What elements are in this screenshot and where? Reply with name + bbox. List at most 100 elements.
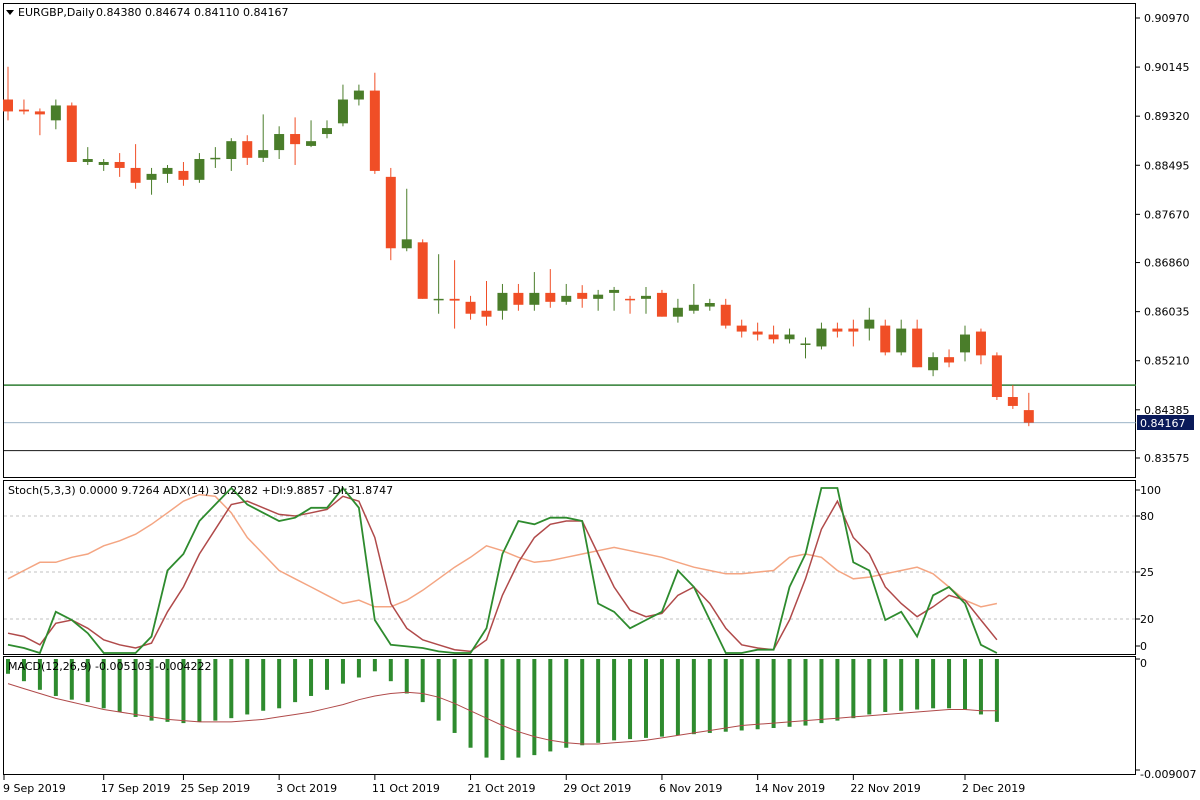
bull-candle-body [864, 319, 875, 329]
price-tick-label: 0.86035 [1144, 306, 1190, 319]
support-levels [4, 384, 1136, 452]
macd-histogram-bar [372, 659, 377, 672]
candlestick-series [3, 66, 1034, 427]
macd-histogram-bar [388, 659, 393, 682]
symbol-dropdown-icon[interactable] [6, 10, 14, 15]
macd-histogram-bar [293, 659, 298, 703]
macd-histogram-bar [500, 659, 505, 761]
bear-candle-body [417, 242, 428, 299]
macd-histogram-bar [197, 659, 202, 722]
macd-histogram-bar [978, 659, 983, 715]
macd-histogram-bar [452, 659, 457, 733]
bear-candle-body [290, 134, 301, 145]
macd-histogram-bar [963, 659, 967, 710]
stoch-lines [7, 486, 998, 655]
macd-histogram-bar [436, 659, 441, 721]
stoch-adx-header: Stoch(5,3,3) 0.0000 9.7264 ADX(14) 30.22… [8, 484, 393, 497]
macd-histogram-bar [261, 659, 266, 711]
bull-candle-body [274, 134, 285, 151]
macd-histogram-bar [739, 659, 744, 731]
stoch-tick-label: 0 [1140, 640, 1147, 653]
current-price-label: 0.84167 [1140, 417, 1186, 430]
macd-histogram-bar [548, 659, 553, 752]
date-tick-label: 2 Dec 2019 [962, 782, 1025, 795]
bear-candle-body [1023, 410, 1034, 423]
macd-histogram-bar [628, 659, 633, 740]
macd-histogram-bar [117, 659, 122, 712]
macd-axis: 0 -0.009007 [1136, 657, 1196, 781]
stoch-main-line [7, 486, 998, 655]
macd-histogram-bar [468, 659, 473, 748]
bear-candle-body [385, 176, 396, 249]
bear-candle-body [625, 298, 636, 301]
bear-candle-body [832, 328, 843, 332]
macd-histogram-bar [165, 659, 170, 722]
price-axis: 0.90970 0.90145 0.89320 0.88495 0.87670 0.868… [1136, 12, 1190, 465]
date-tick-label: 6 Nov 2019 [659, 782, 722, 795]
macd-header: MACD(12,26,9) -0.005103 -0.004222 [8, 660, 211, 673]
macd-signal-line [7, 683, 997, 745]
macd-histogram-bar [931, 659, 936, 709]
macd-histogram [6, 659, 999, 761]
macd-histogram-bar [181, 659, 186, 724]
macd-histogram-bar [723, 659, 728, 732]
macd-histogram-bar [899, 659, 904, 711]
bull-candle-body [433, 298, 444, 301]
bull-candle-body [960, 334, 970, 353]
macd-histogram-bar [69, 659, 74, 700]
macd-histogram-bar [101, 659, 106, 709]
macd-histogram-bar [53, 659, 58, 696]
bear-candle-body [880, 325, 891, 353]
bull-candle-body [322, 128, 332, 135]
bull-candle-body [210, 157, 221, 160]
bull-candle-body [401, 239, 412, 249]
bear-candle-body [944, 357, 955, 363]
macd-histogram-bar [819, 659, 824, 724]
macd-histogram-bar [21, 659, 26, 682]
bull-candle-body [928, 357, 939, 371]
price-tick-label: 0.88495 [1144, 159, 1190, 172]
bull-candle-body [688, 304, 699, 311]
macd-histogram-bar [803, 659, 808, 726]
macd-histogram-bar [580, 659, 585, 746]
date-tick-label: 25 Sep 2019 [180, 782, 250, 795]
macd-histogram-bar [404, 659, 409, 694]
macd-histogram-bar [835, 659, 840, 721]
bear-candle-body [656, 292, 667, 317]
price-tick-label: 0.86860 [1144, 257, 1190, 270]
bear-candle-body [3, 99, 13, 112]
macd-histogram-bar [229, 659, 234, 719]
bear-candle-body [114, 161, 125, 168]
bull-candle-body [146, 173, 157, 180]
bear-candle-body [18, 109, 29, 112]
date-tick-label: 14 Nov 2019 [755, 782, 825, 795]
macd-tick-label: -0.009007 [1140, 768, 1196, 781]
bear-candle-body [178, 170, 189, 180]
date-tick-label: 22 Nov 2019 [850, 782, 920, 795]
bull-candle-body [98, 161, 109, 165]
macd-histogram-bar [707, 659, 712, 733]
bear-candle-body [481, 310, 492, 317]
macd-histogram-bar [245, 659, 250, 715]
bear-candle-body [545, 292, 556, 302]
price-tick-label: 0.89320 [1144, 110, 1190, 123]
macd-histogram-bar [596, 659, 601, 743]
price-tick-label: 0.87670 [1144, 208, 1190, 221]
stoch-tick-label: 80 [1140, 510, 1154, 523]
stoch-signal-line [7, 495, 998, 653]
stoch-grid [4, 515, 1136, 620]
date-tick-label: 17 Sep 2019 [101, 782, 171, 795]
price-tick-label: 0.83575 [1144, 452, 1190, 465]
bull-candle-body [50, 105, 61, 121]
macd-histogram-bar [947, 659, 952, 709]
date-tick-label: 21 Oct 2019 [468, 782, 536, 795]
macd-pane-frame [3, 656, 1136, 775]
bear-candle-body [465, 301, 476, 314]
macd-histogram-bar [612, 659, 617, 741]
macd-histogram-bar [340, 659, 345, 684]
macd-histogram-bar [755, 659, 760, 730]
bull-candle-body [258, 150, 269, 158]
macd-histogram-bar [420, 659, 425, 703]
bear-candle-body [449, 298, 460, 301]
